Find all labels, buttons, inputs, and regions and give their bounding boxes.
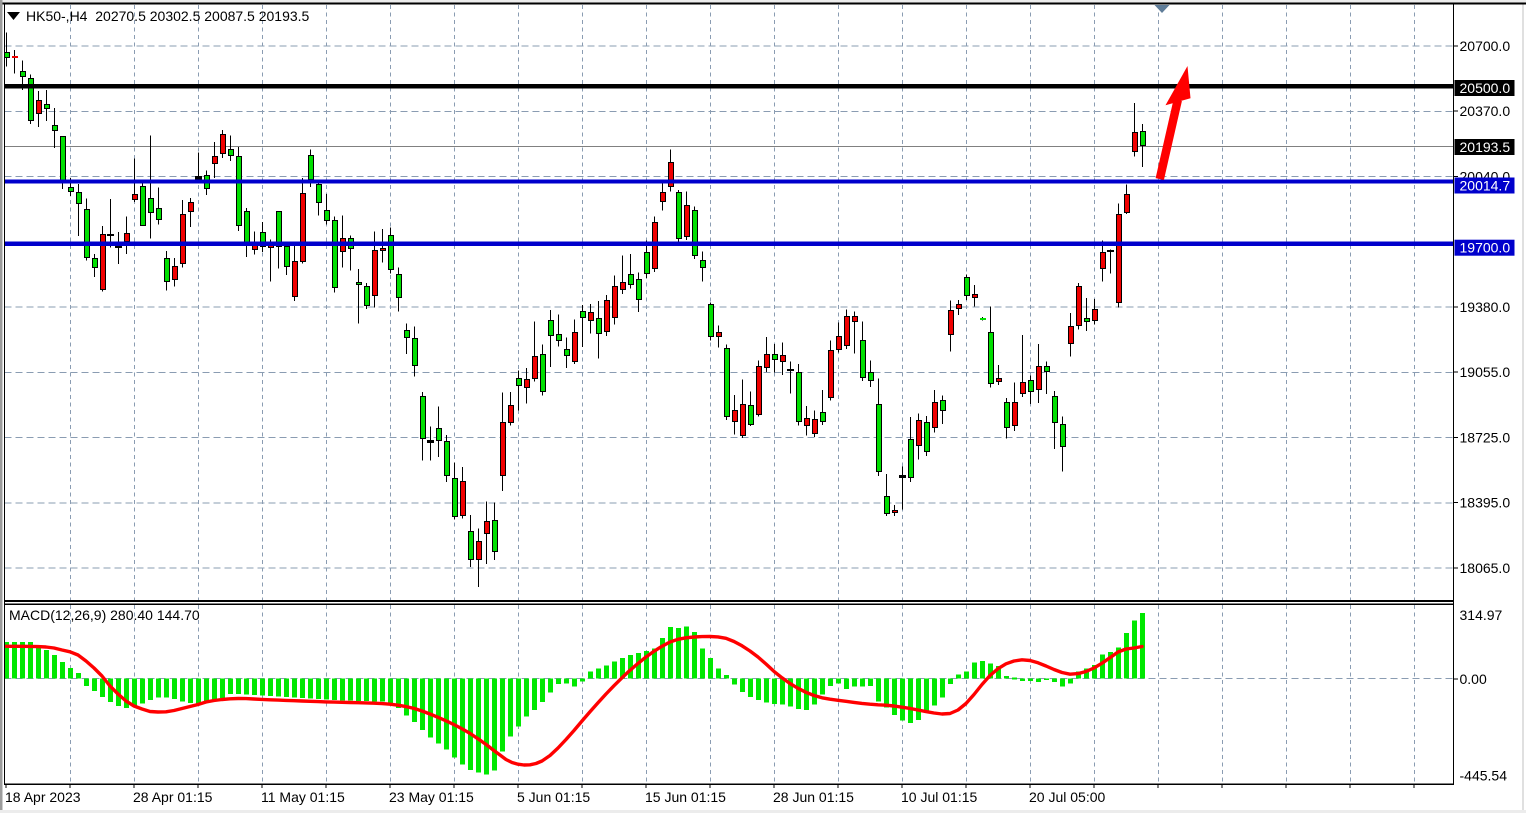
svg-text:20014.7: 20014.7: [1460, 178, 1511, 194]
svg-text:19700.0: 19700.0: [1460, 240, 1511, 256]
svg-text:20700.0: 20700.0: [1460, 38, 1511, 54]
svg-text:15 Jun 01:15: 15 Jun 01:15: [645, 789, 726, 805]
svg-text:19055.0: 19055.0: [1460, 364, 1511, 380]
svg-text:20193.5: 20193.5: [1460, 139, 1511, 155]
svg-text:10 Jul 01:15: 10 Jul 01:15: [901, 789, 977, 805]
svg-text:0.00: 0.00: [1460, 671, 1487, 687]
svg-text:18065.0: 18065.0: [1460, 560, 1511, 576]
svg-text:18725.0: 18725.0: [1460, 429, 1511, 445]
svg-text:HK50-,H4 20270.5 20302.5 2008: HK50-,H4 20270.5 20302.5 20087.5 20193.5: [26, 8, 310, 24]
svg-text:MACD(12,26,9) 280.40 144.70: MACD(12,26,9) 280.40 144.70: [9, 607, 200, 623]
svg-text:20 Jul 05:00: 20 Jul 05:00: [1029, 789, 1105, 805]
svg-text:-445.54: -445.54: [1460, 767, 1508, 783]
svg-text:18395.0: 18395.0: [1460, 495, 1511, 511]
svg-text:28 Jun 01:15: 28 Jun 01:15: [773, 789, 854, 805]
svg-text:28 Apr 01:15: 28 Apr 01:15: [133, 789, 213, 805]
svg-text:23 May 01:15: 23 May 01:15: [389, 789, 474, 805]
svg-text:18 Apr 2023: 18 Apr 2023: [5, 789, 81, 805]
svg-text:19380.0: 19380.0: [1460, 299, 1511, 315]
svg-text:314.97: 314.97: [1460, 607, 1503, 623]
svg-text:20370.0: 20370.0: [1460, 103, 1511, 119]
svg-text:20500.0: 20500.0: [1460, 80, 1511, 96]
svg-text:11 May 01:15: 11 May 01:15: [261, 789, 345, 805]
svg-text:5 Jun 01:15: 5 Jun 01:15: [517, 789, 590, 805]
